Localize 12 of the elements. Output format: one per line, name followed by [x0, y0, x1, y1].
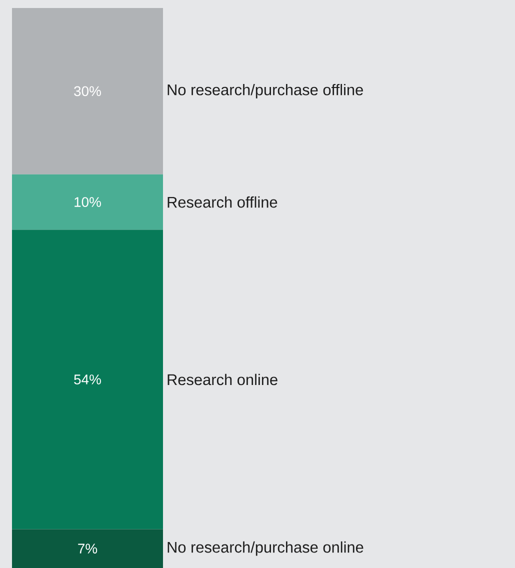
bar — [12, 529, 163, 568]
series-label: Research online — [168, 374, 278, 386]
bar — [12, 230, 163, 530]
data-label: 30% — [74, 86, 101, 96]
series-label: No research/purchase online — [168, 541, 364, 556]
series-label: No research/purchase offline — [168, 84, 363, 98]
bar — [12, 8, 163, 174]
bar — [12, 174, 163, 230]
series-label: Research offline — [168, 196, 278, 208]
data-label: 7% — [78, 544, 98, 554]
data-label: 10% — [74, 197, 101, 207]
data-label: 54% — [74, 374, 101, 384]
